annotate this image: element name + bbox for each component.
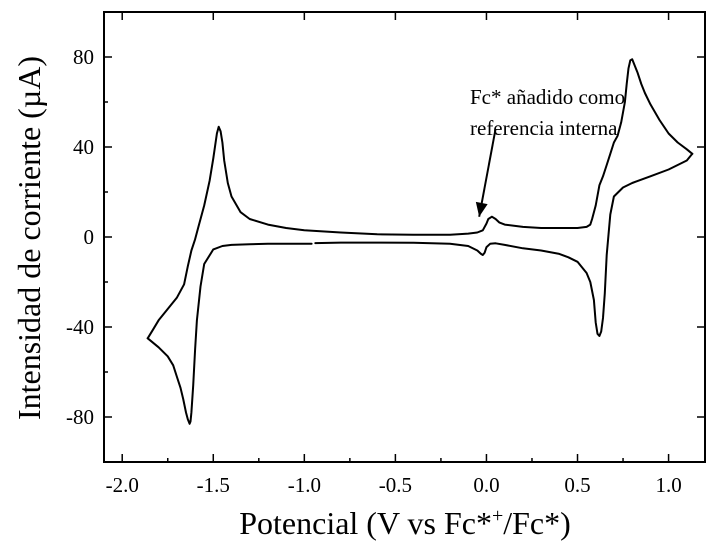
x-axis-title: Potencial (V vs Fc*+/Fc*) [239, 505, 571, 541]
plot-border [103, 11, 706, 463]
plot-frame [103, 11, 706, 463]
x-tick-label: 0.5 [564, 473, 590, 497]
annotation-line-2: referencia interna [470, 116, 618, 140]
y-tick-label: 80 [73, 45, 94, 69]
x-tick-label: -2.0 [106, 473, 139, 497]
curve-segment [314, 152, 694, 337]
x-axis-title-main: Potencial (V vs Fc* [239, 505, 492, 541]
x-axis-title-sup: + [492, 505, 503, 527]
curve-segment [146, 242, 313, 425]
y-axis-title: Intensidad de corriente (µA) [11, 56, 47, 420]
curve-segment [146, 58, 694, 340]
voltammogram-curve [146, 58, 694, 425]
y-tick-label: 0 [84, 225, 95, 249]
y-tick-label: -80 [66, 405, 94, 429]
y-axis-ticks: -80 -40 0 40 80 [66, 45, 705, 429]
x-tick-label: -1.0 [288, 473, 321, 497]
annotation-arrow-head [475, 201, 488, 217]
x-tick-label: -1.5 [197, 473, 230, 497]
x-tick-label: -0.5 [379, 473, 412, 497]
x-tick-label: 0.0 [473, 473, 499, 497]
x-axis-title-tail: /Fc*) [503, 505, 571, 541]
annotation: Fc* añadido como referencia interna [470, 85, 625, 217]
x-tick-label: 1.0 [655, 473, 681, 497]
x-axis-ticks: -2.0 -1.5 -1.0 -0.5 0.0 0.5 1.0 [106, 12, 682, 497]
annotation-line-1: Fc* añadido como [470, 85, 625, 109]
annotation-arrow-shaft [478, 128, 497, 217]
y-tick-label: 40 [73, 135, 94, 159]
y-tick-label: -40 [66, 315, 94, 339]
